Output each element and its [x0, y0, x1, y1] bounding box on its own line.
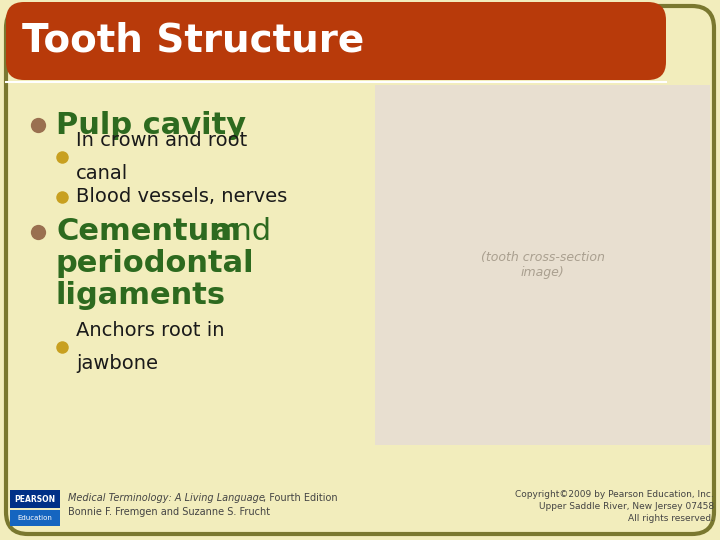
FancyBboxPatch shape	[10, 490, 60, 508]
Text: Medical Terminology: A Living Language: Medical Terminology: A Living Language	[68, 493, 265, 503]
Text: Anchors root in: Anchors root in	[76, 321, 225, 340]
Text: Pulp cavity: Pulp cavity	[56, 111, 246, 139]
Text: Copyright©2009 by Pearson Education, Inc.: Copyright©2009 by Pearson Education, Inc…	[516, 490, 714, 499]
FancyBboxPatch shape	[10, 510, 60, 526]
Text: All rights reserved.: All rights reserved.	[628, 514, 714, 523]
FancyBboxPatch shape	[6, 2, 666, 80]
Text: Blood vessels, nerves: Blood vessels, nerves	[76, 187, 287, 206]
Text: In crown and root: In crown and root	[76, 131, 247, 150]
Text: Upper Saddle River, New Jersey 07458: Upper Saddle River, New Jersey 07458	[539, 502, 714, 511]
Text: PEARSON: PEARSON	[14, 495, 55, 503]
Text: canal: canal	[76, 164, 128, 183]
Text: Bonnie F. Fremgen and Suzanne S. Frucht: Bonnie F. Fremgen and Suzanne S. Frucht	[68, 507, 270, 517]
Text: (tooth cross-section
image): (tooth cross-section image)	[480, 251, 604, 279]
FancyBboxPatch shape	[375, 85, 710, 445]
Text: Cementum: Cementum	[56, 218, 241, 246]
Text: ligaments: ligaments	[56, 281, 226, 310]
Text: Education: Education	[17, 515, 53, 521]
Text: and: and	[204, 218, 271, 246]
Text: , Fourth Edition: , Fourth Edition	[263, 493, 338, 503]
Text: periodontal: periodontal	[56, 249, 255, 279]
Text: jawbone: jawbone	[76, 354, 158, 373]
Text: Tooth Structure: Tooth Structure	[22, 22, 364, 60]
